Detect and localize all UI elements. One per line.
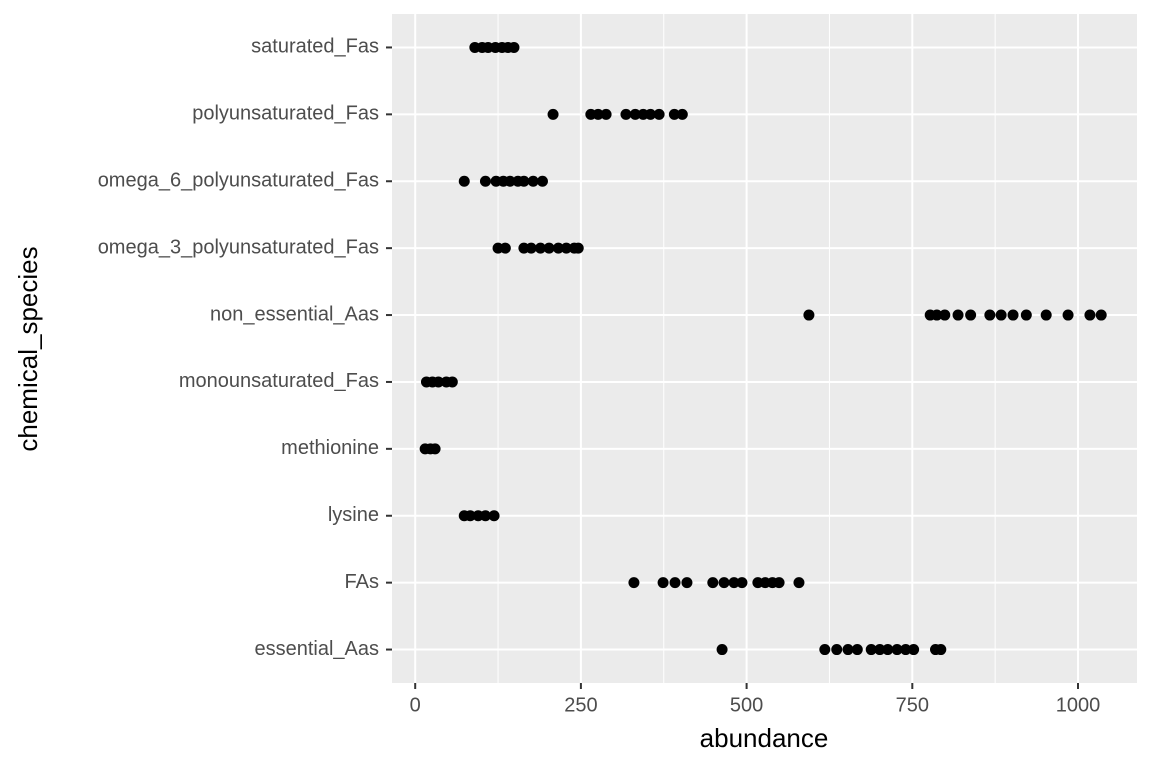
point	[479, 175, 491, 187]
point	[620, 108, 632, 120]
point	[773, 577, 785, 589]
point	[527, 175, 539, 187]
point	[629, 108, 641, 120]
y-tick-label: monounsaturated_Fas	[179, 370, 379, 392]
point	[1084, 309, 1096, 321]
y-tick-label: essential_Aas	[254, 638, 379, 660]
point	[543, 242, 555, 254]
point	[831, 644, 843, 656]
point	[547, 108, 559, 120]
point	[842, 644, 854, 656]
y-axis-title: chemical_species	[13, 246, 43, 451]
point	[644, 108, 656, 120]
point	[446, 376, 458, 388]
point	[984, 309, 996, 321]
point	[669, 577, 681, 589]
point	[525, 242, 537, 254]
x-tick-label: 0	[410, 694, 421, 716]
y-tick-label: lysine	[328, 504, 379, 526]
point	[1062, 309, 1074, 321]
point	[728, 577, 740, 589]
point	[657, 577, 669, 589]
point	[488, 510, 500, 522]
point	[882, 644, 894, 656]
point	[874, 644, 886, 656]
point	[965, 309, 977, 321]
point	[908, 644, 920, 656]
y-tick-label: saturated_Fas	[251, 36, 379, 58]
point	[560, 242, 572, 254]
point	[518, 175, 530, 187]
point	[536, 175, 548, 187]
point	[681, 577, 693, 589]
point	[432, 376, 444, 388]
point	[499, 242, 511, 254]
point	[939, 309, 951, 321]
point	[572, 242, 584, 254]
point	[718, 577, 730, 589]
point	[653, 108, 665, 120]
y-tick-label: methionine	[281, 437, 379, 459]
point	[1020, 309, 1032, 321]
panel	[392, 14, 1137, 683]
x-tick-label: 750	[896, 694, 929, 716]
x-tick-label: 500	[730, 694, 763, 716]
point	[504, 175, 516, 187]
x-tick-label: 250	[564, 694, 597, 716]
point	[900, 644, 912, 656]
x-axis-title: abundance	[700, 723, 829, 753]
point	[429, 443, 441, 455]
point	[1040, 309, 1052, 321]
point	[628, 577, 640, 589]
point	[952, 309, 964, 321]
point	[676, 108, 688, 120]
y-tick-label: polyunsaturated_Fas	[192, 103, 379, 125]
point	[865, 644, 877, 656]
y-tick-label: non_essential_Aas	[210, 303, 379, 325]
point	[931, 309, 943, 321]
point	[803, 309, 815, 321]
point	[1007, 309, 1019, 321]
y-tick-label: omega_3_polyunsaturated_Fas	[98, 236, 379, 258]
point	[793, 577, 805, 589]
point	[479, 510, 491, 522]
point	[819, 644, 831, 656]
point	[668, 108, 680, 120]
point	[458, 175, 470, 187]
point	[552, 242, 564, 254]
point	[1095, 309, 1107, 321]
point	[851, 644, 863, 656]
point	[707, 577, 719, 589]
point	[464, 510, 476, 522]
point	[716, 644, 728, 656]
point	[891, 644, 903, 656]
point	[592, 108, 604, 120]
y-tick-label: omega_6_polyunsaturated_Fas	[98, 170, 379, 192]
point	[995, 309, 1007, 321]
point	[508, 41, 520, 53]
point	[600, 108, 612, 120]
point	[935, 644, 947, 656]
point	[534, 242, 546, 254]
y-tick-label: FAs	[345, 571, 379, 593]
x-tick-label: 1000	[1056, 694, 1101, 716]
point	[736, 577, 748, 589]
